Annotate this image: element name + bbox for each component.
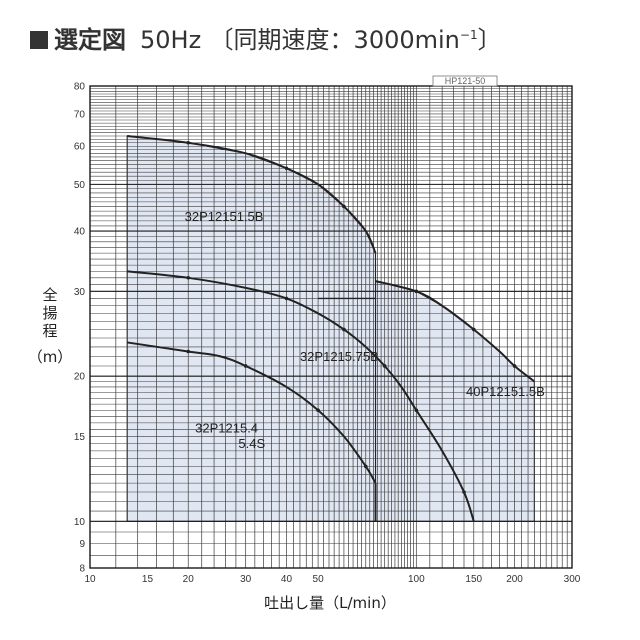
y-tick-label: 40 (74, 227, 86, 238)
chart-tag-box (432, 75, 498, 87)
x-tick-label: 40 (281, 574, 293, 585)
plot-frame (89, 85, 573, 569)
y-tick-label: 20 (74, 372, 86, 383)
title-speed-sup: −1 (459, 28, 478, 42)
chart-axes: 10 15 20 30 40 50 100 150 200 300 8 9 10 15 20 30 40 50 60… (74, 82, 581, 586)
y-tick-label: 8 (79, 564, 85, 575)
series-point-1 (342, 327, 346, 332)
series-point-3 (363, 464, 368, 469)
y-tick-label: 10 (74, 517, 86, 528)
y-tick-label: 70 (74, 109, 86, 120)
series-point-3 (316, 408, 320, 413)
x-tick-label: 20 (183, 574, 195, 585)
series-label-1: 32P1215.75B (300, 349, 379, 364)
chart-labels: 32P12151.5B 32P1215.75B 40P12151.5B 32P1215… (185, 209, 545, 451)
y-axis-title: 全 揚 程 （m） (28, 286, 73, 366)
series-line-3 (127, 341, 377, 484)
x-tick-label: 15 (142, 574, 154, 585)
x-tick-label: 200 (506, 574, 523, 585)
series-label-2: 40P12151.5B (466, 384, 545, 399)
title-speed-close: 〕 (477, 26, 502, 54)
series-point-1 (414, 408, 419, 413)
series-point-1 (186, 276, 191, 280)
series-point-0 (284, 166, 289, 171)
region-2 (374, 280, 535, 522)
chart-grid (89, 85, 573, 569)
chart-curves (127, 135, 535, 522)
series-point-2 (471, 327, 476, 332)
y-tick-label: 60 (74, 142, 86, 153)
title-speed: 〔同期速度：3000min−1〕 (210, 26, 502, 54)
y-axis-title-line-1: 揚 (42, 304, 57, 322)
x-tick-label: 100 (408, 574, 425, 585)
x-tick-label: 150 (465, 574, 482, 585)
y-tick-label: 9 (79, 539, 85, 550)
x-tick-label: 50 (313, 574, 325, 585)
series-line-1 (127, 270, 475, 522)
series-point-1 (462, 490, 466, 494)
title-main: 選定図 (54, 26, 126, 54)
y-tick-label: 15 (74, 432, 86, 443)
y-tick-label: 50 (74, 180, 86, 191)
title-speed-text: 〔同期速度：3000min (209, 26, 460, 54)
y-axis-title-line-3: （m） (28, 348, 73, 366)
y-axis-title-line-0: 全 (42, 286, 57, 304)
x-tick-label: 30 (240, 574, 252, 585)
series-label-0: 32P12151.5B (185, 209, 264, 224)
series-point-0 (186, 140, 191, 145)
series-point-3 (186, 349, 191, 354)
series-point-1 (382, 364, 387, 368)
series-point-3 (243, 364, 248, 368)
y-tick-label: 30 (74, 287, 86, 298)
region-0 (126, 135, 377, 522)
x-axis-title: 吐出し量（L/min） (264, 594, 396, 612)
y-tick-label: 80 (74, 82, 86, 93)
chart-tag: HP121-50 (445, 76, 486, 86)
x-tick-label: 10 (84, 574, 96, 585)
page-title: 選定図 50Hz 〔同期速度：3000min−1〕 (30, 20, 502, 55)
series-line-0 (127, 135, 377, 254)
title-square-icon (30, 31, 48, 49)
series-label-4: 5.4S (238, 436, 265, 451)
x-tick-label: 300 (564, 574, 581, 585)
series-point-1 (284, 296, 289, 301)
y-axis-title-line-2: 程 (42, 322, 57, 340)
series-point-2 (512, 364, 517, 368)
title-frequency: 50Hz (140, 26, 202, 54)
series-label-3: 32P1215.4 (195, 420, 258, 435)
series-point-2 (414, 289, 419, 294)
series-point-0 (342, 204, 346, 209)
